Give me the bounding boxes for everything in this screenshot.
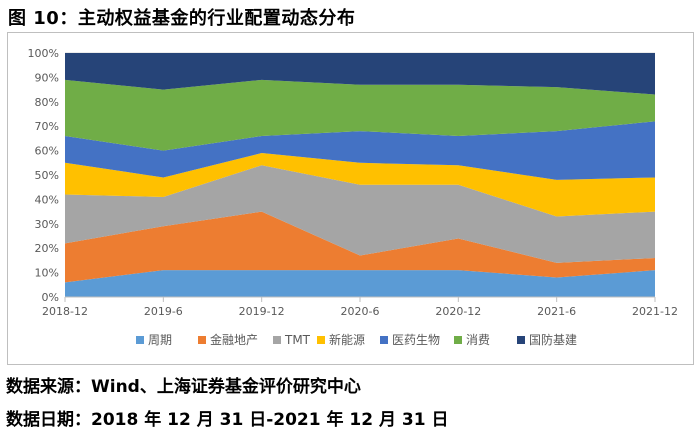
x-tick-label: 2020-12 bbox=[435, 305, 481, 318]
data-date-note: 数据日期：2018 年 12 月 31 日-2021 年 12 月 31 日 bbox=[6, 410, 449, 430]
area-series-6 bbox=[65, 53, 655, 95]
legend-swatch-0 bbox=[136, 336, 144, 344]
y-tick-label: 70% bbox=[35, 120, 59, 133]
legend-label-6: 国防基建 bbox=[529, 332, 577, 347]
chart-title: 图 10：主动权益基金的行业配置动态分布 bbox=[8, 8, 356, 29]
area-series-1 bbox=[65, 211, 655, 283]
x-tick-label: 2019-6 bbox=[144, 305, 183, 318]
stacked-area-chart: 0% 10% 20% 30% 40% 50% 60% 70% 80% 90% 100% 2018-12… bbox=[28, 47, 678, 347]
x-tick-label: 2018-12 bbox=[42, 305, 88, 318]
y-tick-label: 100% bbox=[28, 47, 59, 60]
y-tick-label: 10% bbox=[35, 267, 59, 280]
legend-swatch-4 bbox=[380, 336, 388, 344]
legend-label-3: 新能源 bbox=[329, 332, 365, 347]
area-series-5 bbox=[65, 79, 655, 151]
legend-label-1: 金融地产 bbox=[210, 332, 258, 347]
legend-label-5: 消费 bbox=[466, 333, 490, 347]
y-tick-label: 90% bbox=[35, 71, 59, 84]
y-tick-label: 20% bbox=[35, 242, 59, 255]
legend-swatch-3 bbox=[317, 336, 325, 344]
y-tick-label: 80% bbox=[35, 96, 59, 109]
x-tick-label: 2021-12 bbox=[632, 305, 678, 318]
legend-label-0: 周期 bbox=[148, 333, 172, 347]
y-tick-label: 50% bbox=[35, 169, 59, 182]
area-series-4 bbox=[65, 121, 655, 180]
y-tick-label: 0% bbox=[42, 291, 59, 304]
legend-swatch-6 bbox=[517, 336, 525, 344]
x-tick-label: 2019-12 bbox=[239, 305, 285, 318]
legend-label-4: 医药生物 bbox=[392, 333, 440, 347]
legend-swatch-2 bbox=[273, 336, 281, 344]
legend-swatch-1 bbox=[198, 336, 206, 344]
legend-label-2: TMT bbox=[284, 333, 311, 347]
y-tick-label: 40% bbox=[35, 193, 59, 206]
x-tick-label: 2021-6 bbox=[537, 305, 576, 318]
data-source-note: 数据来源：Wind、上海证券基金评价研究中心 bbox=[6, 377, 361, 397]
area-series-3 bbox=[65, 153, 655, 217]
legend-swatch-5 bbox=[454, 336, 462, 344]
y-tick-label: 60% bbox=[35, 145, 59, 158]
x-tick-label: 2020-6 bbox=[341, 305, 380, 318]
area-series-2 bbox=[65, 165, 655, 263]
area-series-0 bbox=[65, 270, 655, 297]
y-tick-label: 30% bbox=[35, 218, 59, 231]
chart-frame: 0% 10% 20% 30% 40% 50% 60% 70% 80% 90% 100% 2018-12… bbox=[7, 32, 694, 365]
